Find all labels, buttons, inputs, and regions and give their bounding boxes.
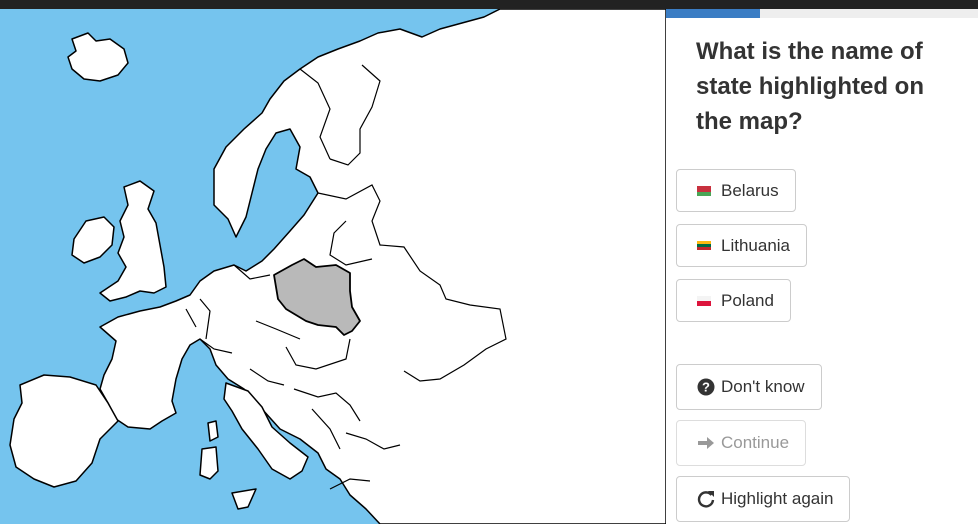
arrow-right-icon xyxy=(697,434,715,452)
mainland-region xyxy=(99,9,666,524)
quiz-panel: What is the name of state highlighted on… xyxy=(666,9,978,524)
iceland-region xyxy=(67,32,129,82)
answer-label: Lithuania xyxy=(721,235,791,255)
sardinia-region xyxy=(199,446,219,480)
answer-button-lithuania[interactable]: Lithuania xyxy=(676,224,808,267)
belarus-flag-icon xyxy=(697,185,711,196)
answer-label: Poland xyxy=(721,290,774,310)
britain-region xyxy=(99,180,167,302)
dont-know-button[interactable]: ? Don't know xyxy=(676,364,822,410)
iberia-region xyxy=(9,374,119,488)
highlight-again-button[interactable]: Highlight again xyxy=(676,476,851,522)
corsica-region xyxy=(207,420,219,442)
dont-know-label: Don't know xyxy=(721,377,805,396)
answer-button-belarus[interactable]: Belarus xyxy=(676,169,796,212)
highlight-again-label: Highlight again xyxy=(721,489,834,508)
continue-label: Continue xyxy=(721,433,790,452)
lithuania-flag-icon xyxy=(697,240,711,251)
svg-text:?: ? xyxy=(702,380,710,395)
progress-fill xyxy=(666,9,760,18)
border-lines xyxy=(185,64,507,490)
progress-bar xyxy=(666,9,978,18)
highlighted-state xyxy=(273,258,361,336)
poland-flag-icon xyxy=(697,295,711,306)
question-circle-icon: ? xyxy=(697,378,715,396)
ireland-region xyxy=(71,216,115,264)
answer-button-poland[interactable]: Poland xyxy=(676,279,791,322)
italy-region xyxy=(223,382,309,480)
answer-label: Belarus xyxy=(721,180,779,200)
continue-button[interactable]: Continue xyxy=(676,420,807,466)
sicily-region xyxy=(231,488,257,510)
question-text: What is the name of state highlighted on… xyxy=(696,38,924,135)
top-bar xyxy=(0,0,978,9)
refresh-icon xyxy=(697,490,715,508)
europe-map[interactable] xyxy=(0,9,666,524)
